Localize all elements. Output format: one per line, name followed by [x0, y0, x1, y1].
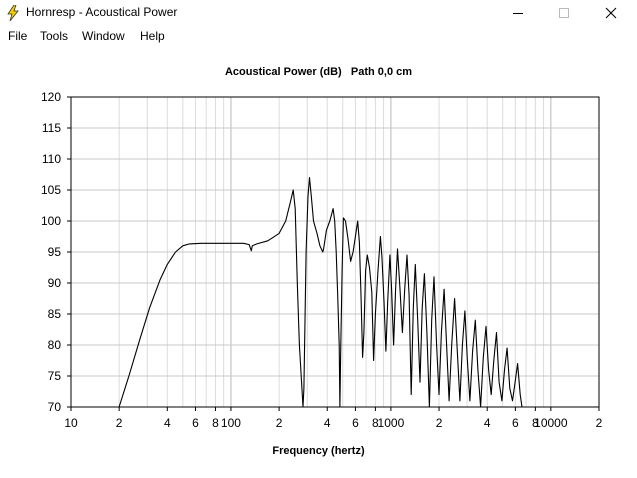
minimize-icon	[513, 13, 523, 14]
x-tick-label: 2	[116, 416, 123, 430]
x-axis-label: Frequency (hertz)	[272, 445, 365, 457]
maximize-button[interactable]	[541, 0, 587, 26]
menu-help[interactable]: Help	[140, 29, 165, 43]
data-series-line	[118, 177, 523, 408]
menu-window[interactable]: Window	[82, 29, 125, 43]
y-tick-label: 95	[48, 245, 62, 259]
maximize-icon	[559, 8, 569, 18]
x-tick-label: 2	[276, 416, 283, 430]
x-tick-label: 10	[64, 416, 78, 430]
y-tick-label: 115	[42, 121, 61, 135]
y-tick-label: 85	[48, 307, 62, 321]
x-tick-label: 8	[212, 416, 219, 430]
y-tick-label: 120	[41, 90, 61, 104]
y-tick-label: 75	[48, 369, 62, 383]
chart-title: Acoustical Power (dB) Path 0,0 cm	[224, 66, 413, 78]
y-tick-label: 80	[48, 338, 62, 352]
menu-file[interactable]: File	[8, 29, 28, 43]
close-button[interactable]	[588, 0, 634, 26]
menu-bar: File Tools Window Help	[0, 26, 637, 46]
x-tick-label: 8	[372, 416, 379, 430]
x-tick-label: 6	[512, 416, 519, 430]
x-tick-label: 4	[324, 416, 331, 430]
close-icon	[605, 7, 617, 19]
y-tick-label: 90	[48, 276, 62, 290]
y-tick-label: 100	[41, 214, 61, 228]
x-tick-label: 1000	[378, 416, 405, 430]
lightning-bolt-icon	[7, 5, 19, 21]
x-tick-label: 6	[192, 416, 199, 430]
x-tick-label: 4	[164, 416, 171, 430]
x-tick-label: 10000	[534, 416, 568, 430]
x-tick-label: 4	[484, 416, 491, 430]
menu-tools[interactable]: Tools	[40, 29, 69, 43]
y-tick-label: 105	[41, 183, 61, 197]
x-tick-label: 2	[596, 416, 603, 430]
y-tick-label: 70	[48, 400, 62, 414]
x-tick-label: 2	[436, 416, 443, 430]
title-bar: Hornresp - Acoustical Power	[0, 0, 637, 26]
x-tick-label: 8	[532, 416, 539, 430]
chart-area: Acoustical Power (dB) Path 0,0 cm 70 75 80…	[0, 46, 637, 478]
x-tick-label: 6	[352, 416, 359, 430]
y-tick-label: 110	[42, 152, 61, 166]
minimize-button[interactable]	[495, 0, 541, 26]
window-title: Hornresp - Acoustical Power	[26, 5, 178, 19]
x-tick-label: 100	[221, 416, 241, 430]
